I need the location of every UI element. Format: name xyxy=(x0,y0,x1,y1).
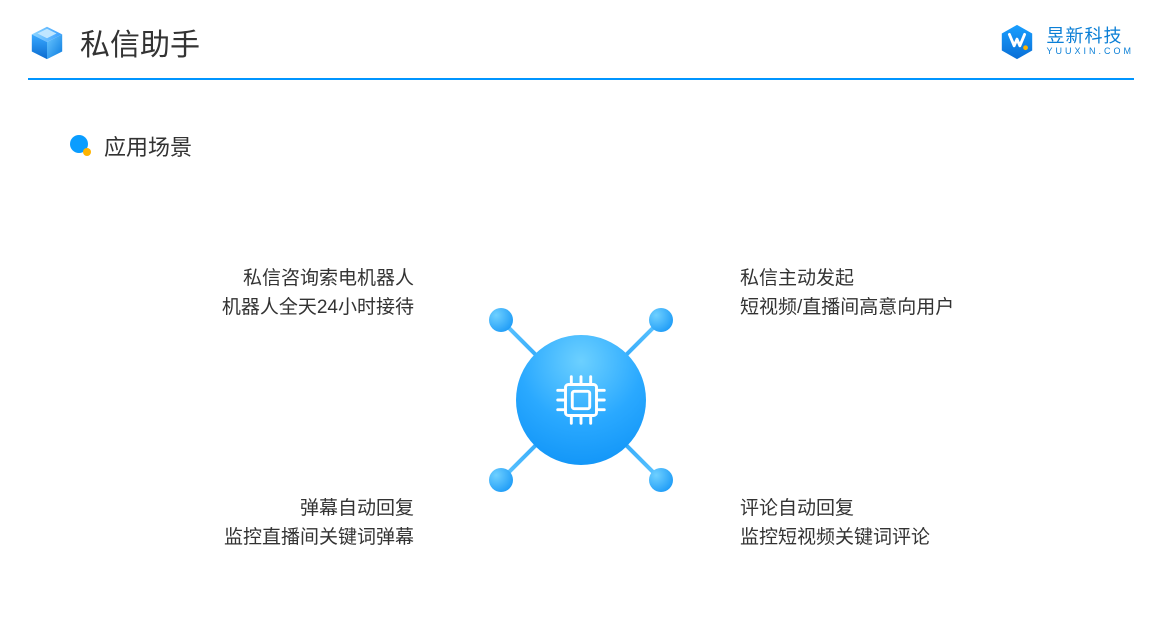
feature-line: 监控短视频关键词评论 xyxy=(740,523,930,552)
brand-domain: YUUXIN.COM xyxy=(1046,47,1134,57)
feature-line: 短视频/直播间高意向用户 xyxy=(740,293,954,322)
feature-line: 评论自动回复 xyxy=(740,494,930,523)
header: 私信助手 昱新科技 YUUXIN.COM xyxy=(0,0,1162,64)
center-circle xyxy=(516,335,646,465)
header-left: 私信助手 xyxy=(28,20,200,64)
cube-icon xyxy=(28,23,66,61)
feature-line: 监控直播间关键词弹幕 xyxy=(224,523,414,552)
node-bl xyxy=(489,468,513,492)
feature-line: 私信咨询索电机器人 xyxy=(222,264,414,293)
header-divider xyxy=(28,78,1134,80)
feature-top-left: 私信咨询索电机器人 机器人全天24小时接待 xyxy=(222,264,414,323)
brand-logo: 昱新科技 YUUXIN.COM xyxy=(998,23,1134,61)
bubble-bullet-icon xyxy=(68,134,92,158)
section-header: 应用场景 xyxy=(68,130,1162,162)
feature-bottom-right: 评论自动回复 监控短视频关键词评论 xyxy=(740,494,930,553)
brand-name: 昱新科技 xyxy=(1046,27,1134,47)
feature-line: 私信主动发起 xyxy=(740,264,954,293)
page-title: 私信助手 xyxy=(80,20,200,64)
node-tr xyxy=(649,308,673,332)
feature-bottom-left: 弹幕自动回复 监控直播间关键词弹幕 xyxy=(224,494,414,553)
brand-text: 昱新科技 YUUXIN.COM xyxy=(1046,27,1134,57)
hexagon-logo-icon xyxy=(998,23,1036,61)
chip-icon xyxy=(550,369,612,431)
node-tl xyxy=(489,308,513,332)
node-br xyxy=(649,468,673,492)
radial-diagram: 私信咨询索电机器人 机器人全天24小时接待 私信主动发起 短视频/直播间高意向用… xyxy=(0,220,1162,580)
feature-top-right: 私信主动发起 短视频/直播间高意向用户 xyxy=(740,264,954,323)
feature-line: 机器人全天24小时接待 xyxy=(222,293,414,322)
section-title: 应用场景 xyxy=(104,130,192,162)
diagram-center-wrap xyxy=(431,250,731,550)
feature-line: 弹幕自动回复 xyxy=(224,494,414,523)
